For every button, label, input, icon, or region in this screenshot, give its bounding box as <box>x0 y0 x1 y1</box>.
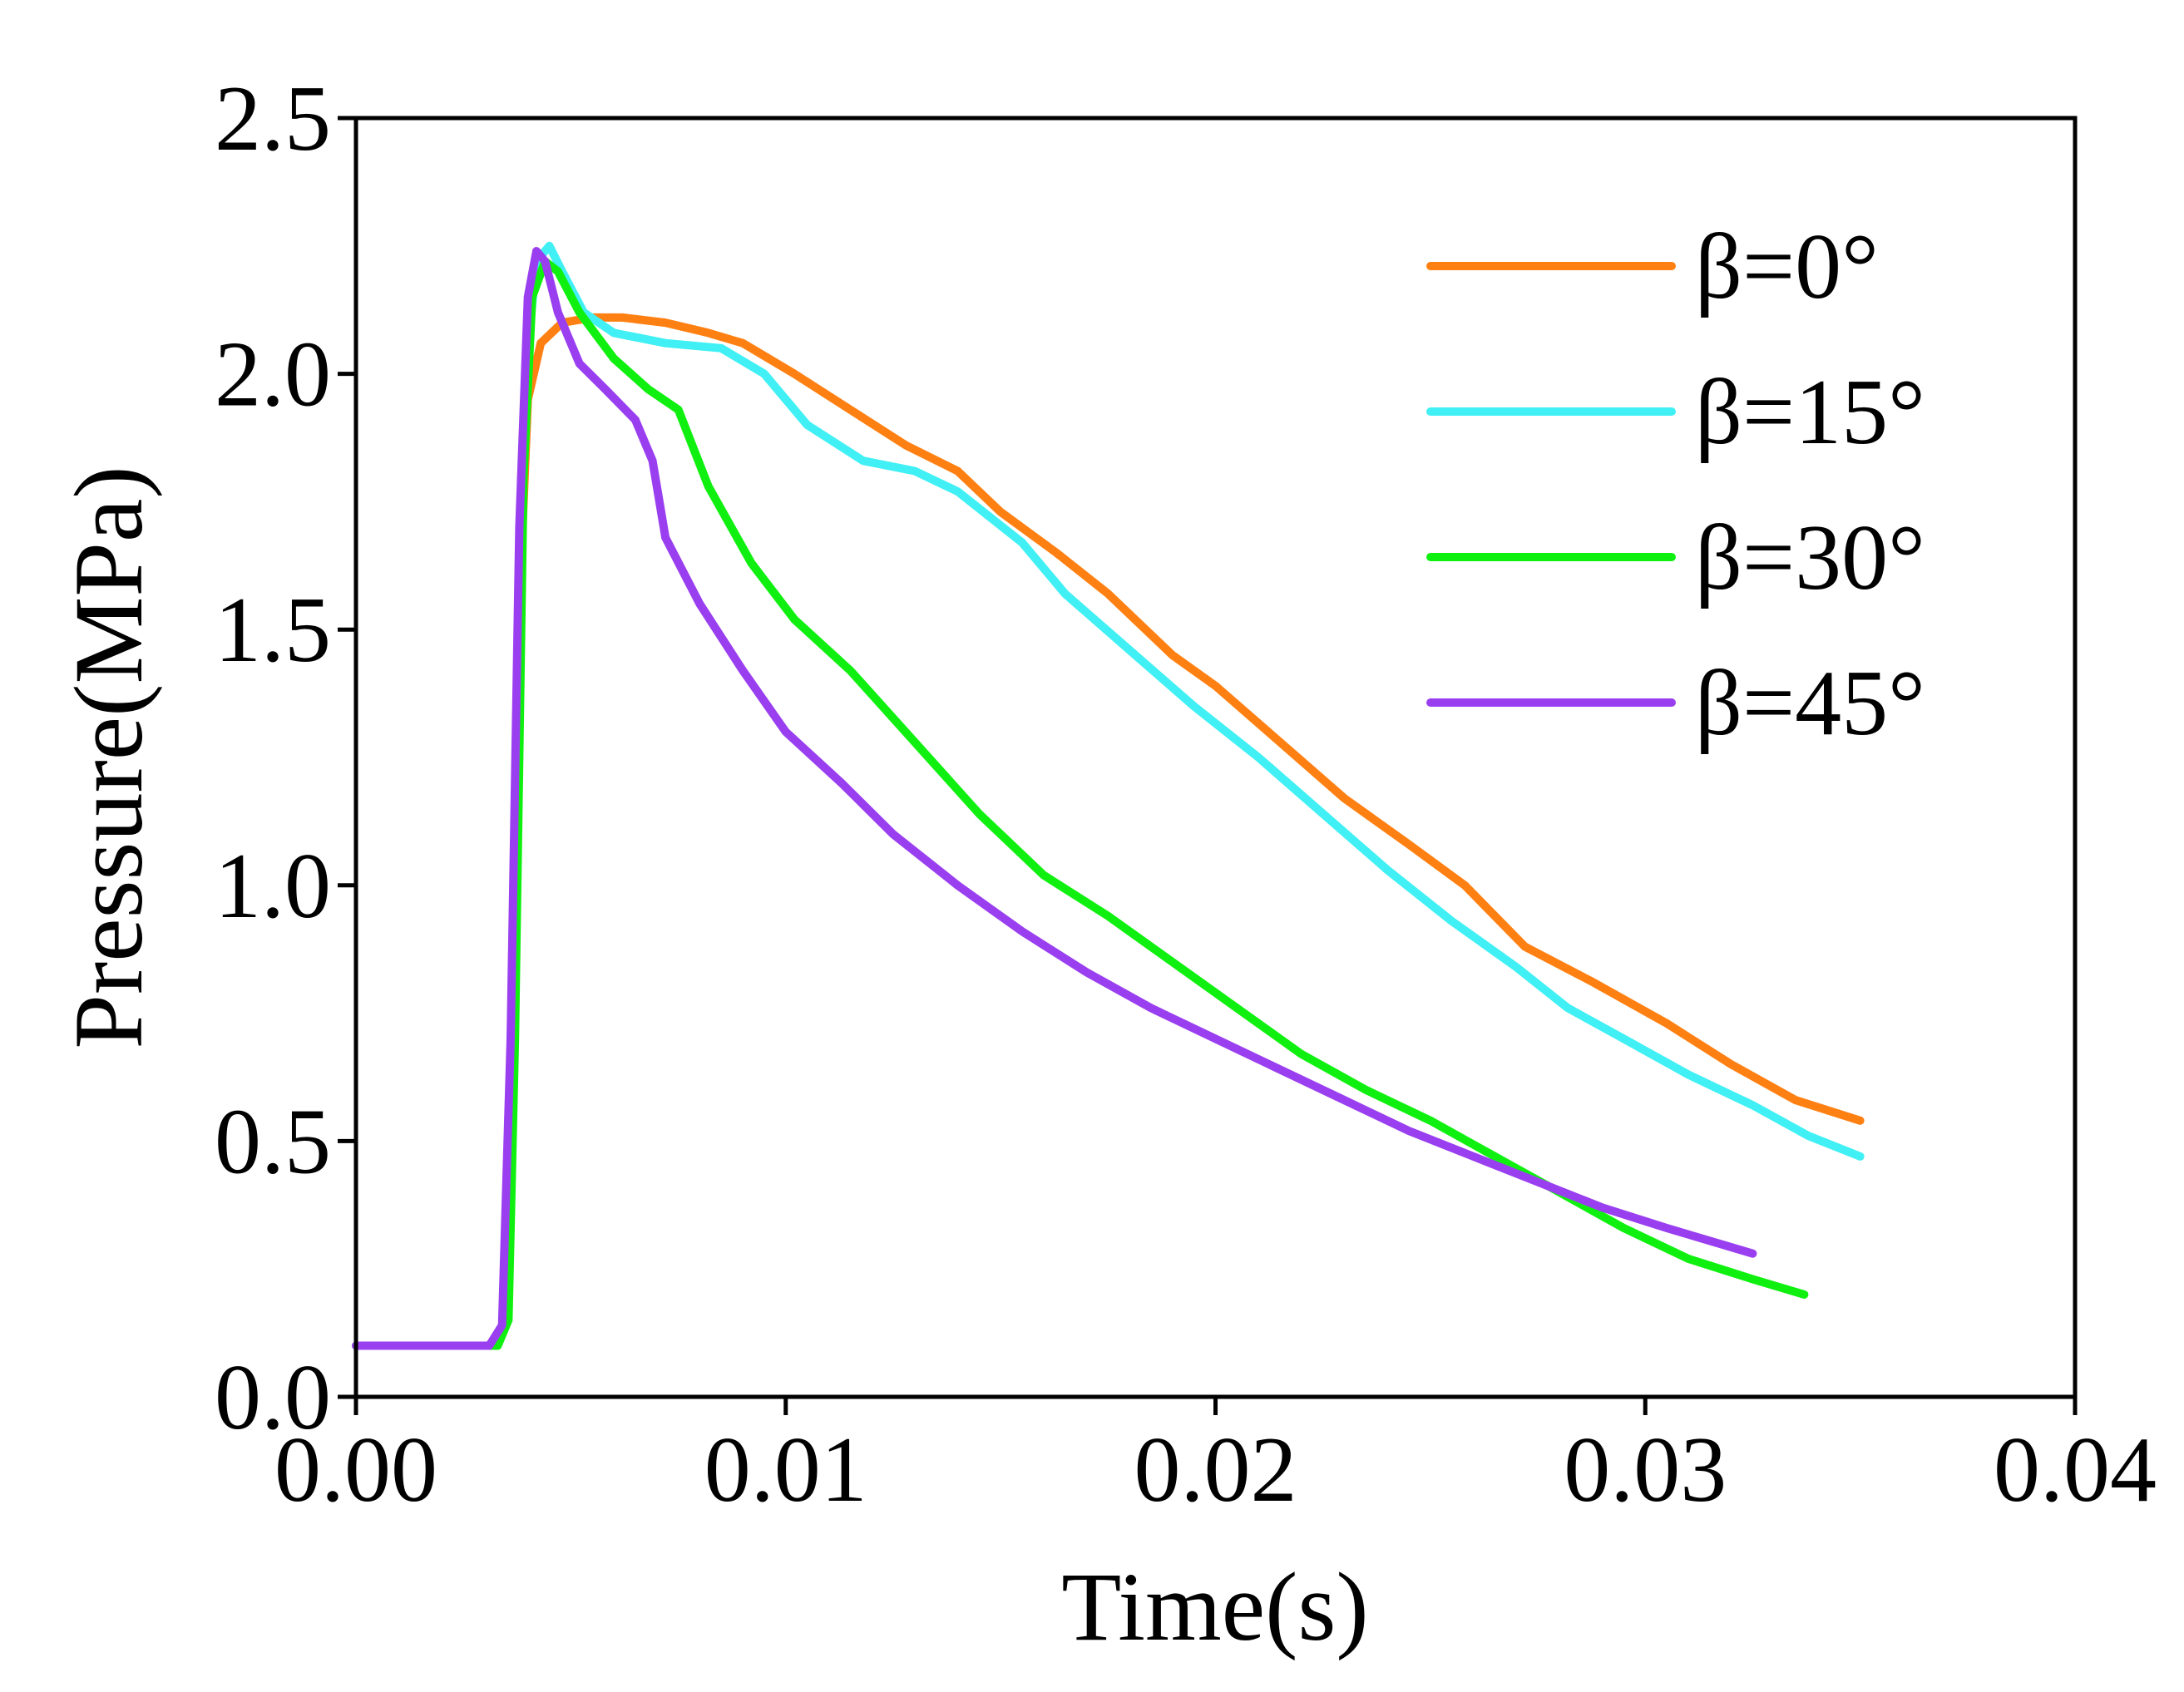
ticks-layer: 0.00 0.01 0.02 0.03 0.04 0.0 0.5 1.0 1.5 2.0 2.5 <box>215 67 2157 1522</box>
y-tick-label: 2.0 <box>215 323 331 427</box>
series-line-2 <box>352 257 1809 1350</box>
y-tick-label: 0.5 <box>215 1090 331 1193</box>
x-axis-title: Time(s) <box>1061 1552 1368 1661</box>
x-tick-label: 0.02 <box>1134 1418 1297 1522</box>
y-tick-label: 2.5 <box>215 67 331 170</box>
legend-label-2: β=30° <box>1695 506 1925 609</box>
legend: β=0° β=15° β=30° β=45° <box>1426 215 1925 755</box>
y-tick-label: 0.0 <box>215 1346 331 1449</box>
series-line-3 <box>352 247 1757 1350</box>
y-axis-title: Pressure(MPa) <box>54 466 163 1048</box>
legend-label-0: β=0° <box>1695 215 1879 318</box>
x-tick-label: 0.00 <box>274 1418 437 1522</box>
y-tick-label: 1.5 <box>215 579 331 682</box>
y-tick-label: 1.0 <box>215 835 331 938</box>
x-tick-label: 0.04 <box>1994 1418 2157 1522</box>
x-tick-label: 0.01 <box>704 1418 867 1522</box>
legend-label-3: β=45° <box>1695 652 1925 755</box>
legend-label-1: β=15° <box>1695 361 1925 464</box>
series-line-0 <box>352 313 1865 1350</box>
x-tick-label: 0.03 <box>1564 1418 1727 1522</box>
series-layer <box>352 241 1865 1350</box>
